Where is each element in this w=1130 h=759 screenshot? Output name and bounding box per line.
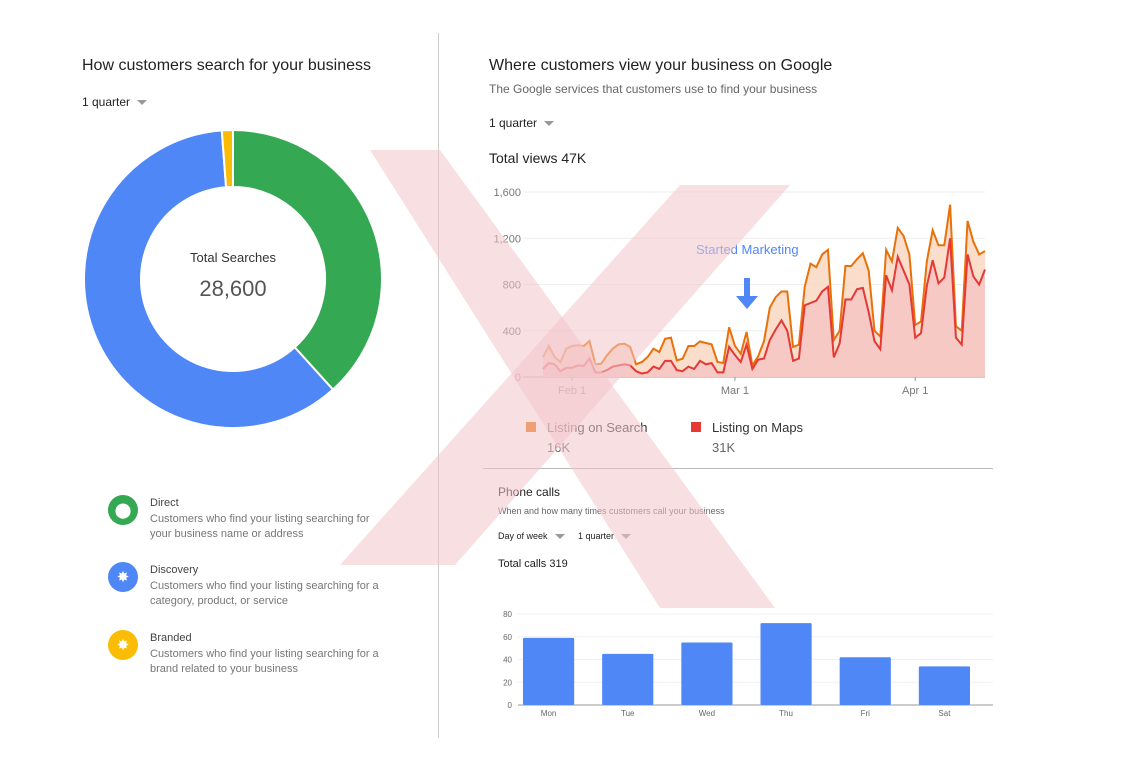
- caret-down-icon: [137, 100, 148, 106]
- section-divider: [483, 468, 993, 469]
- y-tick-label: 800: [503, 280, 521, 292]
- legend-name: Direct: [150, 497, 179, 509]
- views-period-dropdown[interactable]: 1 quarter: [489, 116, 555, 130]
- started-marketing-annotation: Started Marketing: [696, 242, 799, 257]
- bar-thu: [760, 623, 812, 705]
- search-area: [543, 204, 985, 377]
- calls-bar-chart: 0 20 40 60 80 Mon Tue Wed Thu Fri Sat: [503, 610, 993, 718]
- sparkle-icon: ✸: [108, 630, 138, 660]
- legend-swatch: [526, 422, 536, 432]
- bar-wed: [681, 642, 733, 705]
- filter-label: 1 quarter: [578, 531, 615, 541]
- y-tick-label: 1,600: [493, 187, 521, 199]
- legend-name: Listing on Search: [547, 420, 648, 435]
- y-tick-label: 80: [503, 610, 512, 619]
- legend-name: Listing on Maps: [712, 420, 804, 435]
- y-tick-label: 60: [503, 633, 512, 642]
- total-views: Total views 47K: [489, 150, 587, 166]
- legend-desc: Customers who find your listing searchin…: [150, 648, 379, 675]
- caret-down-icon: [544, 121, 555, 127]
- x-tick-label: Mon: [541, 709, 557, 718]
- total-calls: Total calls 319: [498, 558, 568, 570]
- bar-sat: [918, 666, 970, 705]
- legend-value: 16K: [547, 440, 571, 455]
- x-tick-label: Wed: [699, 709, 715, 718]
- arrow-down-icon: [736, 278, 758, 309]
- legend-desc: Customers who find your listing searchin…: [150, 580, 379, 607]
- day-of-week-dropdown[interactable]: Day of week: [498, 531, 565, 541]
- x-tick-label: Tue: [621, 709, 635, 718]
- caret-down-icon: [621, 534, 632, 540]
- donut-slice-discovery: [83, 129, 335, 429]
- legend-name: Discovery: [150, 564, 199, 576]
- search-panel-title: How customers search for your business: [82, 57, 371, 74]
- donut-center-label: Total Searches: [190, 250, 276, 265]
- donut-total: 28,600: [199, 276, 267, 301]
- caret-down-icon: [554, 534, 565, 540]
- calls-subtitle: When and how many times customers call y…: [498, 506, 725, 516]
- calls-title: Phone calls: [498, 485, 561, 499]
- sparkle-icon: ✸: [108, 562, 138, 592]
- x-tick-label: Feb 1: [558, 385, 586, 397]
- y-tick-label: 0: [515, 372, 521, 384]
- x-tick-label: Sat: [938, 709, 951, 718]
- filter-label: Day of week: [498, 531, 548, 541]
- x-tick-label: Fri: [861, 709, 871, 718]
- views-subtitle: The Google services that customers use t…: [489, 82, 818, 96]
- y-tick-label: 400: [503, 326, 521, 338]
- y-tick-label: 0: [508, 701, 513, 710]
- y-tick-label: 40: [503, 656, 512, 665]
- x-tick-label: Thu: [779, 709, 793, 718]
- period-label: 1 quarter: [82, 95, 131, 109]
- legend-swatch: [691, 422, 701, 432]
- y-tick-label: 1,200: [493, 233, 521, 245]
- bar-tue: [602, 653, 654, 705]
- y-tick-label: 20: [503, 678, 512, 687]
- calls-period-dropdown[interactable]: 1 quarter: [578, 531, 632, 541]
- x-tick-label: Apr 1: [902, 385, 928, 397]
- map-pin-icon: ⬤: [108, 495, 138, 525]
- legend-value: 31K: [712, 440, 736, 455]
- search-period-dropdown[interactable]: 1 quarter: [82, 95, 148, 109]
- vertical-divider: [438, 33, 439, 738]
- legend-name: Branded: [150, 632, 192, 644]
- donut-slice-branded: [220, 129, 234, 189]
- legend-desc: Customers who find your listing searchin…: [150, 513, 370, 540]
- x-tick-label: Mar 1: [721, 385, 749, 397]
- bar-fri: [839, 657, 891, 705]
- views-panel-title: Where customers view your business on Go…: [489, 57, 833, 74]
- period-label: 1 quarter: [489, 116, 538, 130]
- bar-mon: [523, 637, 575, 705]
